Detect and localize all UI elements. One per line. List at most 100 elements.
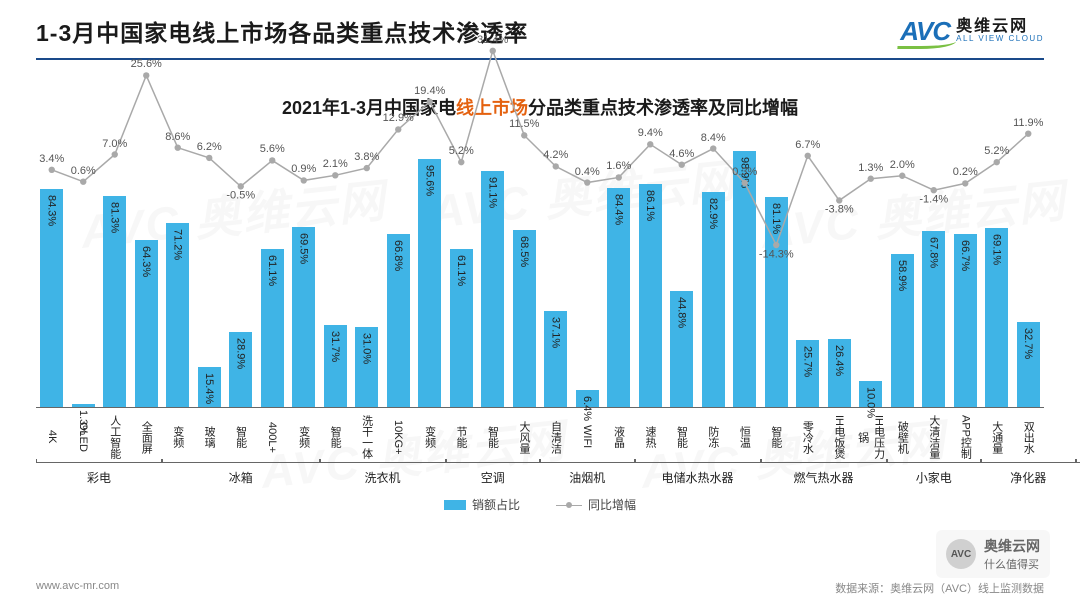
bar: 15.4% (198, 367, 221, 407)
group-axis: 彩电冰箱洗衣机空调油烟机电储水热水器燃气热水器小家电净化器净水器 (36, 462, 1044, 486)
category-label: 玻璃 (193, 410, 224, 460)
group-label: 冰箱 (162, 462, 320, 486)
line-marker (931, 187, 937, 193)
bar-value: 32.7% (1022, 328, 1034, 359)
bar: 28.9% (229, 332, 252, 407)
bar: 6.4% (576, 390, 599, 407)
category-label: 洗干一体 (351, 410, 382, 460)
bar: 1.3% (72, 404, 95, 407)
bar: 25.7% (796, 340, 819, 407)
bar: 67.8% (922, 231, 945, 407)
bar-value: 44.8% (676, 297, 688, 328)
bar: 61.1% (261, 249, 284, 407)
category-label: 节能 (445, 410, 476, 460)
footer: www.avc-mr.com 数据来源：奥维云网（AVC）线上监测数据 (36, 580, 1044, 596)
line-marker (742, 180, 748, 186)
line-marker (553, 163, 559, 169)
category-label: 破壁机 (887, 410, 918, 460)
category-axis: 4KOLED人工智能全面屏变频玻璃智能400L+变频智能洗干一体10KG+变频节… (36, 410, 1044, 460)
line-marker (899, 173, 905, 179)
category-label: 大通量 (981, 410, 1012, 460)
bar-value: 1.3% (77, 410, 89, 435)
bar: 69.1% (985, 228, 1008, 407)
line-marker (238, 183, 244, 189)
group-label: 小家电 (887, 462, 982, 486)
logo-cn: 奥维云网 (956, 19, 1044, 35)
category-label: 防冻 (697, 410, 728, 460)
bar-value: 6.4% (581, 396, 593, 421)
legend-bar: 销额占比 (444, 496, 520, 513)
bar-value: 37.1% (550, 317, 562, 348)
bar: 37.1% (544, 311, 567, 407)
bar-value: 64.3% (140, 246, 152, 277)
bar: 44.8% (670, 291, 693, 407)
legend: 销额占比 同比增幅 (36, 496, 1044, 513)
category-label: 智能 (760, 410, 791, 460)
line-marker (175, 145, 181, 151)
group-label: 净水器 (1076, 462, 1080, 486)
line-marker (710, 145, 716, 151)
bar: 66.8% (387, 234, 410, 407)
line-marker (994, 159, 1000, 165)
category-label: 全面屏 (130, 410, 161, 460)
bar: 58.9% (891, 254, 914, 407)
bar: 32.7% (1017, 322, 1040, 407)
line-marker (868, 176, 874, 182)
line-marker (521, 132, 527, 138)
line-marker (1025, 130, 1031, 136)
line-marker (332, 172, 338, 178)
legend-line-swatch (556, 500, 582, 510)
line-marker (805, 153, 811, 159)
category-label: 变频 (414, 410, 445, 460)
line-marker (427, 99, 433, 105)
category-label: 4K (36, 410, 67, 460)
footer-source: 数据来源：奥维云网（AVC）线上监测数据 (835, 580, 1044, 596)
category-label: 大风量 (508, 410, 539, 460)
line-marker (458, 159, 464, 165)
title-rule (36, 58, 1044, 60)
chart: 84.3%1.3%81.3%64.3%71.2%15.4%28.9%61.1%6… (36, 148, 1044, 528)
bar-value: 31.0% (361, 333, 373, 364)
bar: 61.1% (450, 249, 473, 407)
line-marker (395, 126, 401, 132)
group-label: 洗衣机 (320, 462, 446, 486)
line-marker (616, 174, 622, 180)
category-label: 10KG+ (382, 410, 413, 460)
category-label: 智能 (225, 410, 256, 460)
bar-value: 10.0% (865, 387, 877, 418)
group-label: 彩电 (36, 462, 162, 486)
line-marker (962, 180, 968, 186)
bar-value: 61.1% (455, 255, 467, 286)
line-marker (679, 162, 685, 168)
line-marker (584, 179, 590, 185)
line-series (36, 78, 1044, 248)
category-label: IH电饭煲 (823, 410, 854, 460)
category-label: 零冷水 (792, 410, 823, 460)
category-label: 恒温 (729, 410, 760, 460)
category-label: 人工智能 (99, 410, 130, 460)
category-label: 变频 (288, 410, 319, 460)
line-marker (773, 242, 779, 248)
bar: 10.0% (859, 381, 882, 407)
line-marker (364, 165, 370, 171)
group-label: 燃气热水器 (761, 462, 887, 486)
line-marker (80, 179, 86, 185)
plot-area: 84.3%1.3%81.3%64.3%71.2%15.4%28.9%61.1%6… (36, 148, 1044, 408)
bar: 69.5% (292, 227, 315, 407)
page-title: 1-3月中国家电线上市场各品类重点技术渗透率 (36, 14, 528, 48)
line-marker (836, 197, 842, 203)
category-label: 智能 (319, 410, 350, 460)
footer-url: www.avc-mr.com (36, 580, 119, 596)
line-marker (490, 48, 496, 54)
bar-value: 58.9% (896, 260, 908, 291)
bar: 31.7% (324, 325, 347, 407)
header: 1-3月中国家电线上市场各品类重点技术渗透率 AVC 奥维云网 ALL VIEW… (0, 0, 1080, 48)
category-label: 智能 (666, 410, 697, 460)
bar: 66.7% (954, 234, 977, 407)
category-label: 智能 (477, 410, 508, 460)
group-label: 油烟机 (540, 462, 635, 486)
badge-icon: AVC (946, 539, 976, 569)
logo-mark: AVC (900, 16, 950, 47)
bar: 31.0% (355, 327, 378, 407)
watermark-badge: AVC 奥维云网 什么值得买 (936, 530, 1050, 578)
